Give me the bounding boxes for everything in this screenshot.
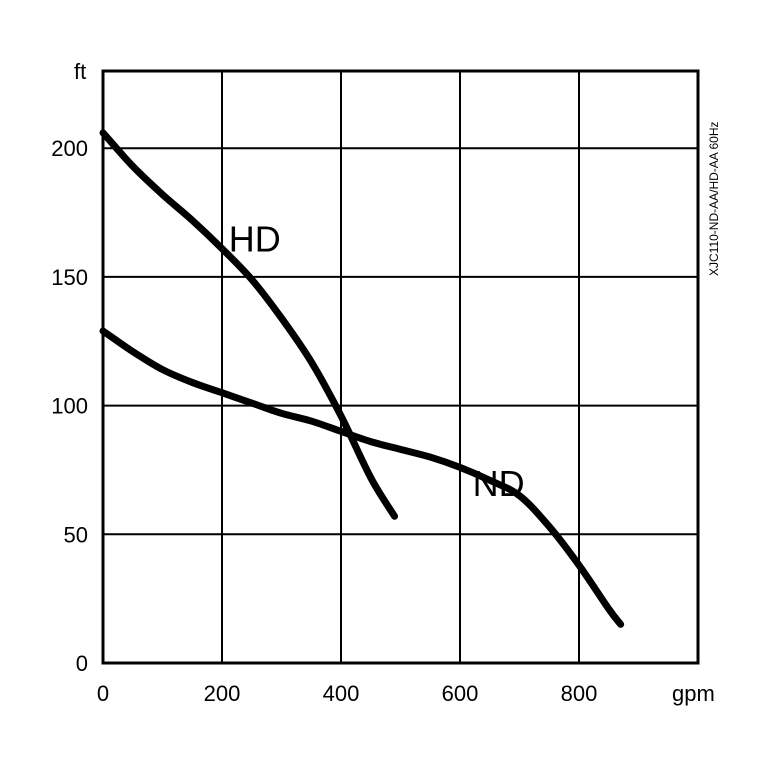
plot-frame [101, 69, 700, 665]
y-tick-label: 50 [64, 522, 88, 547]
x-tick-label: 0 [97, 681, 109, 706]
x-axis-unit-label: gpm [672, 681, 715, 706]
y-tick-label: 150 [51, 265, 88, 290]
series-label-hd: HD [229, 218, 281, 259]
y-tick-label: 100 [51, 394, 88, 419]
model-label: XJC110-ND-AA/HD-AA 60Hz [707, 122, 721, 277]
y-axis-unit-label: ft [74, 59, 86, 84]
x-tick-label: 200 [204, 681, 241, 706]
tick-layer: 0 200 400 600 800 0 50 100 150 200 [51, 136, 597, 706]
y-tick-label: 200 [51, 136, 88, 161]
x-tick-label: 600 [442, 681, 479, 706]
series-layer: HD ND [99, 129, 625, 628]
series-line-hd [99, 129, 399, 520]
series-line-nd [99, 327, 625, 628]
x-tick-label: 400 [323, 681, 360, 706]
series-label-nd: ND [473, 463, 525, 504]
x-tick-label: 800 [561, 681, 598, 706]
grid-layer [103, 71, 698, 663]
y-tick-label: 0 [76, 651, 88, 676]
